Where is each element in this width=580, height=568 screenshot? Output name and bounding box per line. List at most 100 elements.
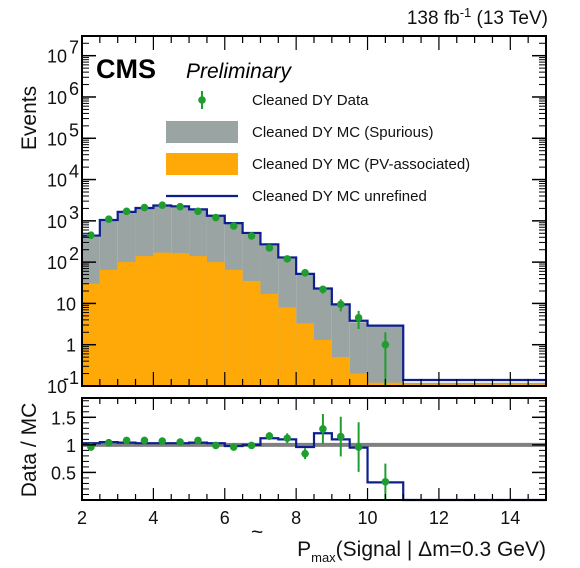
y-tick-label: 10 [47, 129, 67, 149]
ratio-data-point [265, 432, 274, 440]
x-axis-title-tilde: ~ [251, 521, 263, 544]
y-tick-label-exponent: -1 [63, 368, 79, 388]
x-tick-label: 14 [500, 508, 520, 528]
y-tick-label: 10 [56, 294, 76, 314]
experiment-label: CMS [96, 54, 156, 84]
y-tick-label: 10 [47, 377, 67, 397]
data-point [265, 244, 274, 252]
y-tick-label-exponent: 2 [69, 244, 79, 264]
pv-associated-bar [82, 283, 100, 386]
data-point [140, 203, 149, 212]
ratio-data-point [212, 441, 220, 450]
data-point [319, 285, 327, 294]
x-tick-label: 8 [291, 508, 301, 528]
ratio-data-point [319, 425, 327, 433]
pv-associated-bar [296, 323, 314, 386]
pv-associated-bar [99, 269, 118, 386]
data-point [87, 231, 95, 239]
main-histogram-fills [82, 205, 546, 386]
data-point [229, 222, 238, 230]
spurious-bar [349, 322, 368, 386]
data-point [283, 255, 292, 263]
y-tick-label: 10 [47, 47, 67, 67]
pv-associated-bar [171, 253, 190, 386]
ratio-data-point [381, 478, 390, 486]
pv-associated-bar [278, 307, 297, 386]
pv-associated-bar [135, 256, 154, 386]
y-tick-label: 10 [47, 253, 67, 273]
ratio-data-point [194, 436, 202, 445]
pv-associated-bar [314, 340, 332, 386]
y-tick-label-exponent: 4 [69, 162, 79, 182]
legend-label: Cleaned DY MC (Spurious) [252, 124, 433, 141]
data-point [354, 313, 363, 322]
x-axis-title-rest: (Signal | Δm=0.3 GeV) [336, 538, 546, 561]
ratio-data-point [301, 449, 309, 458]
lumi-exponent: -1 [460, 5, 472, 20]
ratio-y-axis-title: Data / MC [18, 403, 41, 498]
pv-associated-bar [117, 262, 136, 386]
legend-label: Cleaned DY MC (PV-associated) [252, 156, 470, 173]
y-tick-label: 10 [47, 171, 67, 191]
data-point [381, 340, 390, 349]
ratio-data-point [336, 432, 345, 441]
ratio-data-point [158, 437, 167, 445]
ratio-y-tick-label: 1.5 [51, 408, 76, 428]
lumi-energy: (13 TeV) [471, 8, 548, 29]
y-tick-label: 10 [47, 88, 67, 108]
legend-swatch [166, 121, 238, 143]
legend-swatch [166, 153, 238, 175]
data-point [212, 213, 220, 222]
x-tick-label: 10 [358, 508, 378, 528]
ratio-data-point [176, 438, 184, 446]
ratio-y-tick-label: 1 [66, 436, 76, 456]
data-point [176, 202, 184, 211]
y-tick-label-exponent: 6 [69, 79, 79, 99]
pv-associated-bar [260, 293, 279, 386]
pv-associated-bar [206, 262, 225, 386]
x-axis-title-main: P [297, 538, 311, 561]
y-tick-label-exponent: 7 [69, 38, 79, 58]
main-histogram-lines [82, 204, 546, 382]
unrefined-step-line [82, 204, 546, 382]
ratio-data-point [140, 436, 149, 445]
x-tick-label: 4 [148, 508, 158, 528]
ratio-data-point [354, 443, 363, 451]
x-tick-label: 2 [77, 508, 87, 528]
ratio-y-tick-label: 0.5 [51, 463, 76, 483]
legend-data-marker [198, 96, 206, 104]
y-tick-label: 1 [66, 336, 76, 356]
data-point [104, 215, 113, 223]
ratio-data-points [87, 413, 390, 500]
legend: Cleaned DY Data Cleaned DY MC (Spurious) C… [166, 91, 470, 205]
ratio-data-point [247, 441, 256, 450]
pv-associated-bar [242, 280, 261, 386]
data-point [301, 269, 309, 277]
ratio-data-point [283, 434, 292, 443]
x-tick-label: 12 [429, 508, 449, 528]
data-point [247, 232, 256, 240]
pv-associated-bar [189, 256, 207, 386]
ratio-axes: 0.5 1 1.5 2 4 6 8 10 12 14 [51, 398, 547, 528]
data-point [122, 207, 131, 216]
data-point [194, 207, 202, 216]
legend-label: Cleaned DY Data [252, 92, 369, 109]
main-y-axis-title: Events [18, 86, 41, 150]
pv-associated-bar [349, 373, 368, 386]
ratio-lines [82, 432, 546, 502]
legend-label: Cleaned DY MC unrefined [252, 188, 427, 205]
status-label: Preliminary [186, 60, 293, 83]
ratio-data-point [104, 438, 113, 447]
main-data-points [87, 201, 390, 386]
pv-associated-bar [331, 357, 350, 386]
pv-associated-bar [224, 269, 243, 386]
data-point [158, 201, 167, 209]
y-tick-label-exponent: 5 [69, 120, 79, 140]
ratio-data-point [229, 443, 238, 451]
y-tick-label-exponent: 3 [69, 203, 79, 223]
x-axis-title: Pmax(Signal | Δm=0.3 GeV) [297, 538, 546, 565]
y-tick-label: 10 [47, 212, 67, 232]
ratio-frame [81, 397, 547, 501]
